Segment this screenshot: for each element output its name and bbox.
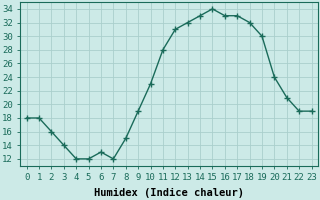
X-axis label: Humidex (Indice chaleur): Humidex (Indice chaleur) — [94, 188, 244, 198]
